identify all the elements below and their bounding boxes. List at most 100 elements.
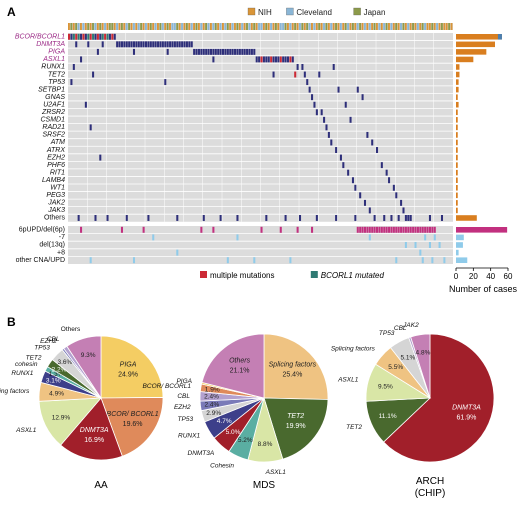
cohort-strip-cell [390, 23, 393, 30]
mutation-cell [70, 79, 73, 86]
mutation-cell [202, 48, 205, 55]
mutation-cell [89, 33, 92, 40]
pie-slice-name: Others [229, 358, 251, 365]
cna-cell [361, 226, 364, 233]
cohort-strip-cell [94, 23, 97, 30]
cohort-strip-cell [323, 23, 325, 30]
cna-count-bar [456, 234, 464, 241]
gene-row-label: JAK2 [47, 200, 65, 207]
pie-slice [383, 333, 495, 463]
gene-count-bar [456, 79, 459, 85]
pie-slice-pct: 19.9% [286, 423, 306, 430]
cohort-strip-cell [176, 23, 179, 30]
mutation-cell [99, 33, 102, 40]
cohort-strip-cell [368, 23, 371, 30]
cna-cell [89, 257, 92, 264]
pie-slice-pct: 9.3% [81, 352, 96, 359]
mutation-cell [135, 41, 138, 48]
cna-matrix [68, 226, 453, 264]
mutation-cell [320, 109, 323, 116]
mutation-cell [366, 131, 369, 138]
mutation-cell [315, 109, 318, 116]
mutation-cell [373, 215, 376, 221]
pie-title: AA [94, 480, 108, 491]
cohort-strip-cell [152, 23, 155, 30]
mutation-cell [253, 48, 256, 55]
cohort-strip-cell [385, 23, 388, 30]
gene-row-label: ASXL1 [42, 56, 65, 63]
cohort-strip-cell [222, 23, 224, 30]
mutation-legend-swatch [310, 271, 318, 278]
gene-row-label: Others [44, 215, 66, 222]
pie-slice [100, 335, 164, 399]
gene-count-bar [456, 86, 459, 93]
cohort-strip-cell [416, 23, 419, 30]
cohort-strip-cell [166, 23, 169, 30]
mutation-cell [132, 48, 136, 55]
cohort-strip-cell [332, 23, 335, 30]
mutation-cell [77, 215, 80, 221]
pie-slice-pct: 24.9% [118, 372, 138, 379]
x-tick-label: 0 [454, 272, 459, 281]
cna-cell [433, 234, 436, 241]
cohort-strip-cell [75, 23, 78, 30]
mutation-cell [75, 33, 78, 40]
mutation-cell [361, 94, 364, 101]
cohort-strip-cell [190, 23, 193, 30]
mutation-cell [68, 33, 71, 40]
cohort-strip-cell [265, 23, 268, 30]
mutation-cell [149, 41, 152, 48]
mutation-cell [265, 215, 268, 221]
cohort-strip-cell [431, 23, 434, 30]
mutation-cell [250, 48, 253, 55]
cna-cell [431, 226, 434, 233]
mutation-cell [248, 48, 251, 55]
cohort-strip-cell [77, 23, 80, 30]
pie-slice-pct: 4.7% [217, 418, 232, 425]
pie-slice-name: TP53 [379, 330, 395, 337]
cna-cell [416, 226, 419, 233]
cohort-strip-cell [226, 23, 229, 30]
pie-slice-pct: 4.9% [49, 391, 64, 398]
pie-slice-name: TP53 [178, 416, 194, 423]
cohort-strip-cell [301, 23, 304, 30]
gene-row-label: PEG3 [46, 192, 65, 199]
cna-cell [120, 226, 123, 233]
cohort-strip-cell [96, 23, 99, 30]
mutation-cell [197, 48, 200, 55]
cohort-strip-cell [161, 23, 164, 30]
cna-count-bar [456, 249, 459, 256]
cohort-strip-cell [231, 23, 234, 30]
cohort-strip-cell [335, 23, 337, 30]
gene-row-label: ATM [50, 139, 65, 146]
cohort-strip-cell [92, 23, 94, 30]
cohort-strip-cell [311, 23, 313, 30]
cohort-strip-cell [193, 23, 196, 30]
mutation-cell [108, 33, 111, 40]
cohort-strip-cell [448, 23, 451, 30]
cohort-strip-cell [325, 23, 328, 30]
cohort-strip-cell [320, 23, 323, 30]
mutation-cell [299, 215, 302, 221]
mutation-cell [289, 56, 292, 63]
mutation-cell [140, 41, 143, 48]
pie-slice-name: TET2 [346, 424, 362, 431]
pie-slice-pct: 25.4% [282, 371, 302, 378]
cna-cell [388, 226, 391, 233]
mutation-cell [354, 215, 357, 221]
gene-row-label: TP53 [48, 79, 65, 86]
cna-cell [236, 234, 239, 241]
cohort-strip-cell [108, 23, 111, 30]
pie-slice-pct: 12.9% [52, 415, 71, 422]
mutation-cell [337, 86, 340, 93]
gene-count-bar [456, 154, 458, 161]
mutation-cell [440, 215, 444, 221]
cohort-strip-cell [361, 23, 364, 30]
cohort-strip-cell [253, 23, 256, 30]
mutation-cell [363, 199, 367, 206]
gene-count-bar [456, 94, 458, 100]
pie-slice-pct: 8.8% [258, 441, 273, 448]
cohort-strip-cell [80, 23, 82, 30]
gene-count-bar [456, 192, 458, 199]
cna-cell [80, 226, 83, 233]
